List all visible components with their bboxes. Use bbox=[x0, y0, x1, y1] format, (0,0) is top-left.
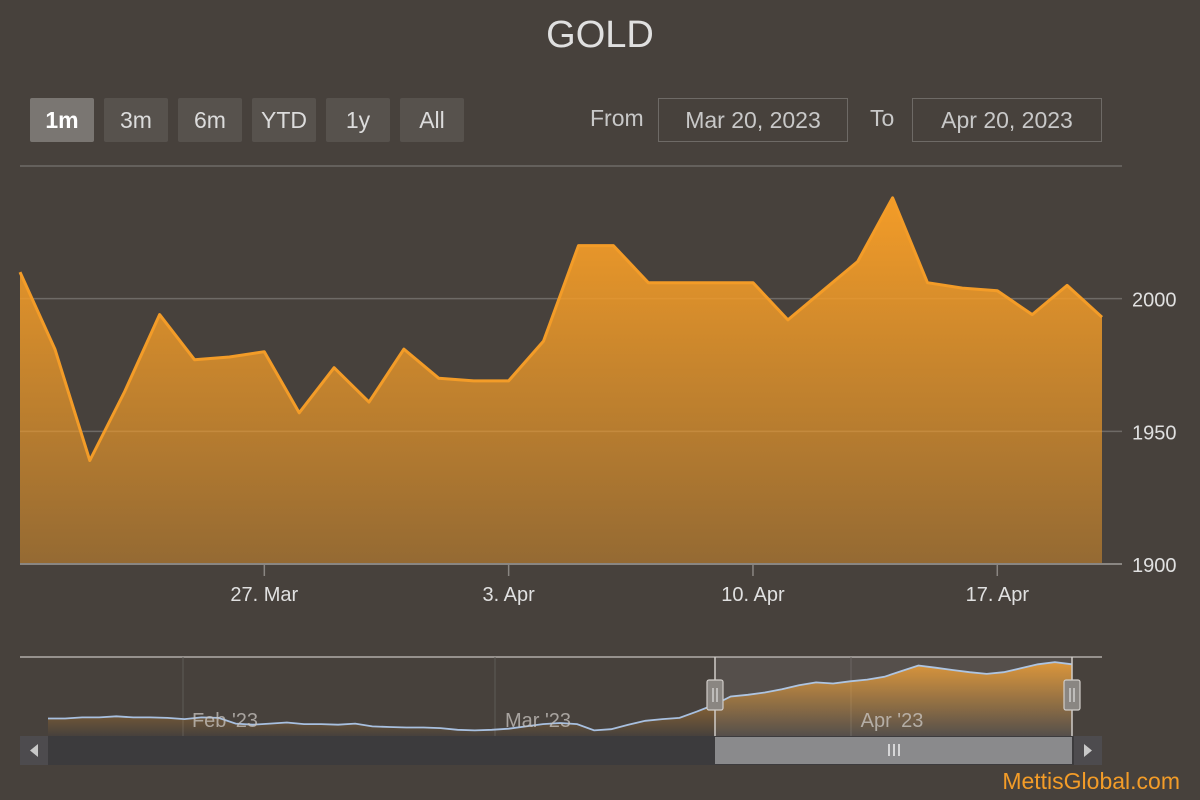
arrow-right-icon bbox=[1084, 744, 1092, 757]
navigator-tick-label: Mar '23 bbox=[505, 710, 571, 732]
range-button-all[interactable]: All bbox=[400, 98, 464, 142]
navigator-selection bbox=[715, 657, 1072, 736]
navigator-tick-label: Feb '23 bbox=[192, 710, 258, 732]
range-button-ytd[interactable]: YTD bbox=[252, 98, 316, 142]
from-date-input[interactable]: Mar 20, 2023 bbox=[658, 98, 848, 142]
navigator-area bbox=[48, 662, 1072, 736]
brand-credit[interactable]: MettisGlobal.com bbox=[1002, 768, 1180, 794]
y-tick-label-1900: 1900 bbox=[1132, 555, 1177, 577]
series-line bbox=[18, 196, 1104, 462]
y-tick-label-1950: 1950 bbox=[1132, 422, 1177, 444]
y-tick-label-2000: 2000 bbox=[1132, 290, 1177, 312]
x-tick-label: 17. Apr bbox=[966, 584, 1030, 606]
x-tick-label: 3. Apr bbox=[483, 584, 536, 606]
navigator-tick-label: Apr '23 bbox=[861, 710, 924, 732]
chart-title: GOLD bbox=[546, 14, 654, 56]
from-label: From bbox=[590, 105, 644, 131]
to-date-input[interactable]: Apr 20, 2023 bbox=[912, 98, 1102, 142]
range-button-1m[interactable]: 1m bbox=[30, 98, 94, 142]
navigator-line bbox=[48, 661, 1073, 732]
x-tick-label: 27. Mar bbox=[230, 584, 298, 606]
navigator[interactable]: Feb '23 Mar '23 Apr '23 bbox=[20, 656, 1102, 765]
x-tick-label: 10. Apr bbox=[721, 584, 785, 606]
to-label: To bbox=[870, 105, 895, 131]
main-plot: 1900 1950 2000 27. Mar 3. Apr 10. Apr 17. Apr bbox=[18, 165, 1177, 606]
range-button-6m[interactable]: 6m bbox=[178, 98, 242, 142]
range-button-1y[interactable]: 1y bbox=[326, 98, 390, 142]
series-area bbox=[20, 197, 1102, 565]
range-button-3m[interactable]: 3m bbox=[104, 98, 168, 142]
arrow-left-icon bbox=[30, 744, 38, 757]
navigator-handle-right[interactable] bbox=[1063, 679, 1081, 711]
navigator-handle-left[interactable] bbox=[706, 679, 724, 711]
